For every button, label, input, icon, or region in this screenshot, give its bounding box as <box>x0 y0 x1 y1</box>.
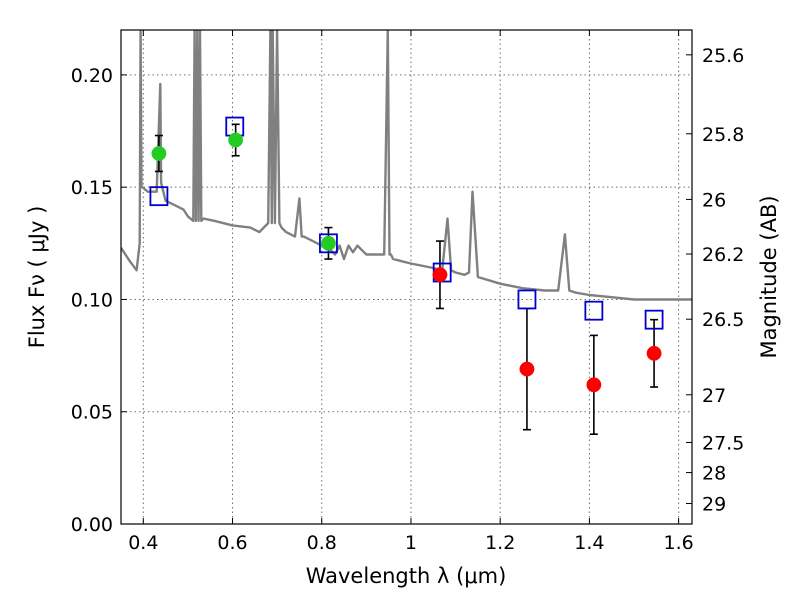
grid <box>121 30 692 525</box>
y2-tick-label: 25.6 <box>702 45 744 67</box>
y2-tick-label: 27.5 <box>702 432 744 454</box>
y-tick-label: 0.20 <box>71 65 113 87</box>
model-square-point <box>517 289 537 310</box>
photometry-point <box>228 132 244 148</box>
plot-frame <box>120 29 693 525</box>
photometry-point <box>519 361 535 377</box>
x-tick-label: 0.8 <box>307 532 337 554</box>
x-tick-label: 0.4 <box>128 532 158 554</box>
x-tick-label: 1 <box>405 532 417 554</box>
y2-tick-label: 28 <box>702 463 726 485</box>
y-axis-label: Flux Fν ( μJy ) <box>25 206 49 349</box>
spectrum-line <box>121 30 692 301</box>
series-layer <box>121 30 692 435</box>
model-square-point <box>319 233 338 254</box>
y2-tick-label: 27 <box>702 385 726 407</box>
photometry-point <box>432 267 448 283</box>
x-axis-label: Wavelength λ (μm) <box>306 564 507 588</box>
y2-tick-label: 26.2 <box>702 244 744 266</box>
x-tick-label: 1.6 <box>664 532 694 554</box>
y2-tick-label: 25.8 <box>702 124 744 146</box>
photometry-point <box>646 345 662 361</box>
y2-axis-label: Magnitude (AB) <box>757 195 781 358</box>
model-square-point <box>584 300 604 321</box>
y2-tick-label: 26 <box>702 189 726 211</box>
model-square-point <box>644 309 664 330</box>
photometry-point <box>586 377 602 393</box>
y-tick-label: 0.05 <box>71 402 113 424</box>
axis-ticks: 0.4 0.6 0.8 1 1.2 1.4 1.6 0.00 0.05 0.10 0.15 0.20 2… <box>71 30 744 554</box>
y-tick-label: 0.00 <box>71 514 113 536</box>
x-tick-label: 1.2 <box>485 532 515 554</box>
y2-tick-label: 29 <box>702 494 726 516</box>
x-tick-label: 1.4 <box>574 532 604 554</box>
photometry-point <box>320 235 336 251</box>
model-square-point <box>149 186 169 207</box>
x-tick-label: 0.6 <box>217 532 247 554</box>
y2-tick-label: 26.5 <box>702 309 744 331</box>
y-tick-label: 0.15 <box>71 177 113 199</box>
photometry-point <box>151 146 167 161</box>
y-tick-label: 0.10 <box>71 289 113 311</box>
